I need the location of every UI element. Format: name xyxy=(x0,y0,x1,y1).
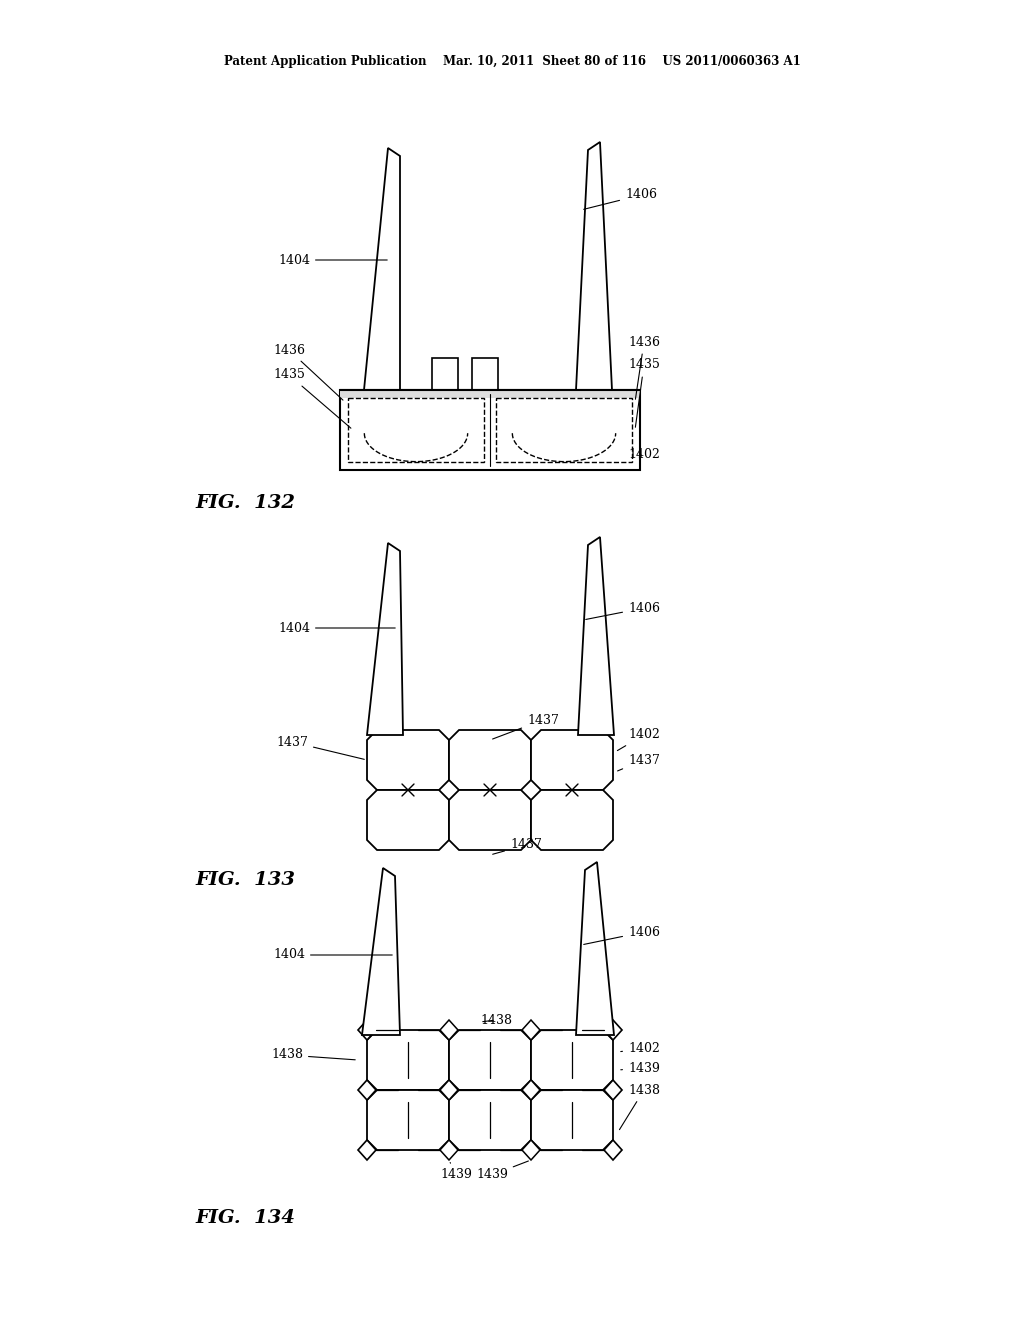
Polygon shape xyxy=(604,1020,622,1040)
Text: 1437: 1437 xyxy=(617,754,659,771)
Polygon shape xyxy=(449,730,531,789)
Text: 1439: 1439 xyxy=(621,1061,659,1074)
Text: 1404: 1404 xyxy=(273,949,392,961)
Text: 1406: 1406 xyxy=(584,189,657,210)
Text: 1439: 1439 xyxy=(440,1163,472,1181)
Polygon shape xyxy=(449,789,531,850)
Bar xyxy=(432,358,458,389)
Text: FIG.  132: FIG. 132 xyxy=(195,494,295,512)
Polygon shape xyxy=(367,789,449,850)
Polygon shape xyxy=(522,1080,540,1100)
Bar xyxy=(472,358,498,389)
Text: 1435: 1435 xyxy=(273,368,351,428)
Polygon shape xyxy=(604,1140,622,1160)
Polygon shape xyxy=(575,143,612,389)
Bar xyxy=(348,399,484,462)
Polygon shape xyxy=(440,1080,458,1100)
Polygon shape xyxy=(449,1090,531,1150)
Text: FIG.  133: FIG. 133 xyxy=(195,871,295,888)
Text: 1437: 1437 xyxy=(276,735,365,759)
Polygon shape xyxy=(522,1140,540,1160)
Polygon shape xyxy=(575,862,614,1035)
Polygon shape xyxy=(531,1090,613,1150)
Polygon shape xyxy=(604,1080,622,1100)
Text: 1437: 1437 xyxy=(493,714,559,739)
Text: 1402: 1402 xyxy=(621,1041,659,1055)
Text: 1406: 1406 xyxy=(586,602,660,619)
Text: 1404: 1404 xyxy=(278,622,395,635)
Text: 1438: 1438 xyxy=(620,1084,660,1130)
Polygon shape xyxy=(362,869,400,1035)
Text: 1436: 1436 xyxy=(628,335,660,399)
Polygon shape xyxy=(522,1020,540,1040)
Polygon shape xyxy=(358,1080,376,1100)
Polygon shape xyxy=(367,543,403,735)
Text: 1402: 1402 xyxy=(628,449,659,462)
Bar xyxy=(496,399,632,462)
Text: Patent Application Publication    Mar. 10, 2011  Sheet 80 of 116    US 2011/0060: Patent Application Publication Mar. 10, … xyxy=(223,55,801,69)
Text: 1436: 1436 xyxy=(273,343,343,400)
Polygon shape xyxy=(531,1030,613,1090)
Polygon shape xyxy=(531,789,613,850)
Polygon shape xyxy=(449,1030,531,1090)
Polygon shape xyxy=(358,1140,376,1160)
Text: 1439: 1439 xyxy=(476,1162,528,1181)
Bar xyxy=(340,389,640,399)
Polygon shape xyxy=(367,1030,449,1090)
Text: 1406: 1406 xyxy=(584,925,660,944)
Polygon shape xyxy=(364,148,400,389)
Polygon shape xyxy=(440,1020,458,1040)
Bar xyxy=(340,389,640,470)
Polygon shape xyxy=(367,730,449,789)
Polygon shape xyxy=(531,730,613,789)
Polygon shape xyxy=(367,1090,449,1150)
Text: 1402: 1402 xyxy=(617,729,659,751)
Text: 1435: 1435 xyxy=(628,359,659,428)
Polygon shape xyxy=(358,1020,376,1040)
Polygon shape xyxy=(578,537,614,735)
Text: 1404: 1404 xyxy=(278,253,387,267)
Text: 1437: 1437 xyxy=(493,838,542,854)
Text: FIG.  134: FIG. 134 xyxy=(195,1209,295,1228)
Text: 1438: 1438 xyxy=(480,1014,512,1027)
Text: 1438: 1438 xyxy=(271,1048,355,1061)
Polygon shape xyxy=(440,1140,458,1160)
